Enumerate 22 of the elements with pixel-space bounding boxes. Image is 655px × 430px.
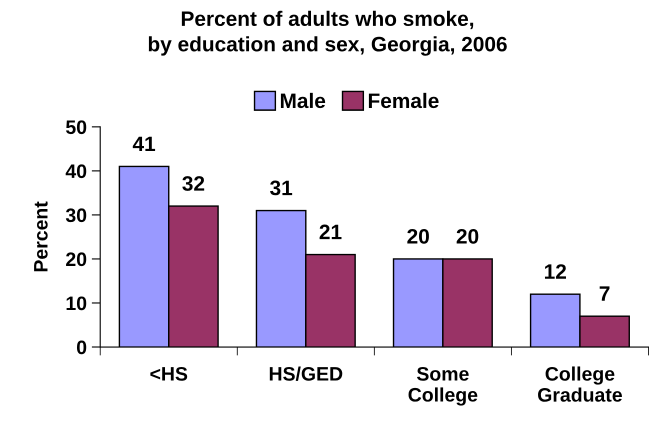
- data-label: 32: [182, 176, 204, 191]
- chart-title: Percent of adults who smoke, by education and sex, Georgia, 2006: [148, 10, 507, 56]
- data-label: 20: [407, 228, 429, 244]
- y-tick-label: 0: [76, 340, 86, 354]
- x-tick-label: College Graduate: [538, 366, 622, 402]
- data-label: 31: [270, 180, 292, 196]
- x-tick-label: Some College: [408, 366, 478, 406]
- data-label: 41: [132, 136, 156, 152]
- x-tick-label: <HS: [150, 366, 188, 381]
- data-label: 21: [320, 224, 342, 240]
- y-tick-label: 20: [66, 252, 86, 266]
- legend-label: Male: [280, 92, 326, 108]
- y-tick-label: 10: [66, 296, 86, 310]
- y-axis-title: Percent: [34, 202, 48, 272]
- data-label: 7: [600, 286, 610, 301]
- y-tick-label: 30: [66, 208, 86, 222]
- x-tick-label: HS/GED: [270, 366, 342, 381]
- legend-label: Female: [368, 92, 439, 108]
- data-label: 12: [544, 264, 566, 279]
- y-tick-label: 40: [66, 164, 86, 178]
- data-label: 20: [456, 228, 478, 244]
- y-tick-label: 50: [66, 120, 86, 134]
